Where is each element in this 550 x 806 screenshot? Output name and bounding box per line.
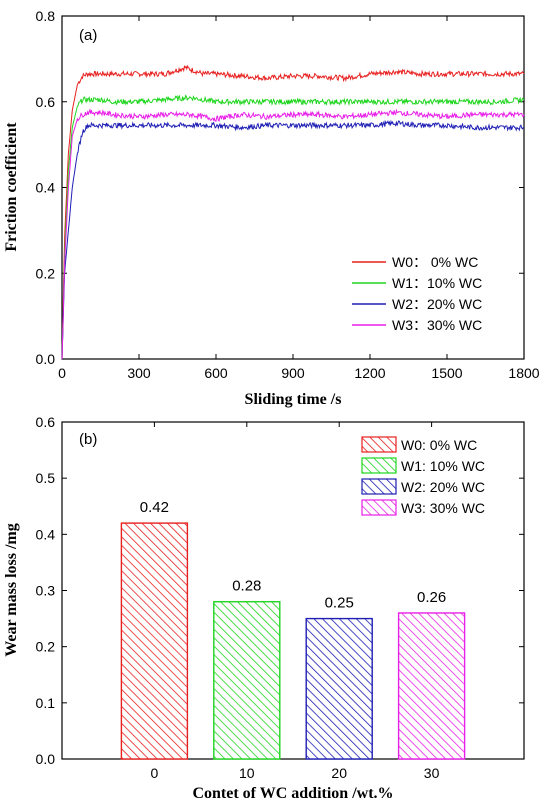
y-tick-label-b: 0.6 — [36, 414, 56, 430]
panel-label-a: (a) — [79, 27, 97, 44]
legend-label-w2: W2：20% WC — [392, 296, 482, 312]
legend-swatch-0 — [361, 436, 397, 453]
x-axis-label-a: Sliding time /s — [245, 391, 342, 408]
panel-label-b: (b) — [79, 431, 97, 448]
series-line-w0 — [61, 64, 525, 360]
legend-label-w1: W1：10% WC — [392, 275, 482, 291]
bar-10 — [213, 601, 281, 760]
legend-b: W0: 0% WC W1: 10% WC W2: 20% WC W3: 30% WC — [361, 436, 485, 516]
series-line-w3 — [61, 108, 525, 360]
x-tick-label-a: 1200 — [354, 365, 385, 381]
legend-a: W0： 0% WC W1：10% WC W2：20% WC W3：30% WC — [352, 254, 482, 333]
y-tick-label-a: 0.6 — [36, 94, 56, 110]
x-tick-label-a: 600 — [204, 365, 228, 381]
data-label-0: 0.42 — [140, 499, 169, 516]
y-tick-label-b: 0.0 — [36, 751, 56, 767]
y-tick-label-a: 0.0 — [36, 351, 56, 367]
legend-swatch-3 — [361, 499, 397, 516]
data-label-10: 0.28 — [232, 578, 261, 595]
y-tick-label-b: 0.3 — [36, 583, 56, 599]
y-tick-label-a: 0.2 — [36, 265, 56, 281]
x-tick-label-a: 1500 — [431, 365, 462, 381]
x-tick-label-b: 0 — [151, 765, 159, 781]
bar-20 — [305, 617, 373, 760]
x-tick-label-b: 30 — [424, 765, 440, 781]
x-tick-label-b: 10 — [239, 765, 255, 781]
bar-0 — [120, 522, 189, 760]
wear-chart: 0.0 0.1 0.2 0.3 0.4 0.5 0.6 0 10 20 30 0.42 0.28 0.2… — [3, 414, 525, 802]
y-tick-label-b: 0.1 — [36, 695, 56, 711]
data-label-20: 0.25 — [325, 595, 354, 612]
legend-label-3: W3: 30% WC — [401, 500, 485, 516]
y-axis-label-b: Wear mass loss /mg — [3, 523, 20, 656]
series-line-w1 — [61, 94, 525, 360]
legend-swatch-1 — [361, 457, 397, 474]
y-tick-label-a: 0.4 — [36, 180, 56, 196]
legend-label-w3: W3：30% WC — [392, 317, 482, 333]
x-tick-label-a: 900 — [281, 365, 305, 381]
series-line-w2 — [61, 119, 525, 360]
y-axis-label-a: Friction coefficient — [3, 122, 20, 252]
legend-label-0: W0: 0% WC — [401, 437, 477, 453]
friction-chart: 0 300 600 900 1200 1500 1800 0.0 0.2 0.4 0.6 0.8 (a… — [3, 8, 540, 408]
data-label-30: 0.26 — [417, 589, 446, 606]
legend-label-w0: W0： 0% WC — [392, 254, 478, 270]
y-tick-label-b: 0.2 — [36, 639, 56, 655]
y-tick-label-a: 0.8 — [36, 8, 56, 24]
legend-label-2: W2: 20% WC — [401, 479, 485, 495]
legend-swatch-2 — [361, 478, 397, 495]
y-tick-label-b: 0.4 — [36, 526, 56, 542]
x-tick-label-b: 20 — [331, 765, 347, 781]
x-tick-label-a: 1800 — [508, 365, 539, 381]
y-tick-label-b: 0.5 — [36, 470, 56, 486]
x-axis-label-b: Contet of WC addition /wt.% — [192, 785, 393, 802]
x-tick-label-a: 0 — [58, 365, 66, 381]
x-tick-label-a: 300 — [127, 365, 151, 381]
bar-30 — [397, 612, 466, 760]
legend-label-1: W1: 10% WC — [401, 458, 485, 474]
